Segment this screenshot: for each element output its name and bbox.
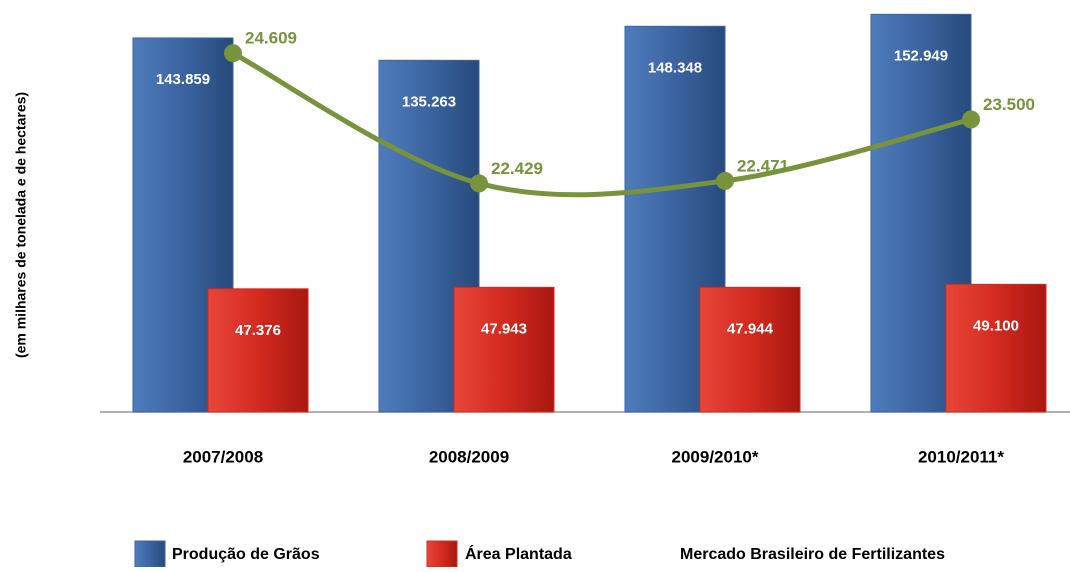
x-tick-label: 2007/2008 <box>183 447 263 466</box>
bar-value-label: 135.263 <box>402 93 456 110</box>
line-marker <box>470 174 488 193</box>
bar-value-label: 152.949 <box>894 47 948 64</box>
legend-swatch <box>134 540 166 568</box>
bar <box>453 286 555 413</box>
line <box>231 51 972 198</box>
legend-label: Produção de Grãos <box>172 546 320 563</box>
legend-swatch <box>426 540 458 568</box>
y-axis-label: (em milhares de tonelada e de hectares) <box>13 92 29 358</box>
bar-value-label: 47.944 <box>727 320 774 337</box>
line-value-label: 23.500 <box>983 95 1035 114</box>
bar-value-label: 143.859 <box>156 71 210 88</box>
bar <box>699 286 801 413</box>
line-value-label: 24.609 <box>245 29 297 48</box>
bar-value-label: 47.376 <box>235 322 281 339</box>
bar <box>207 288 309 413</box>
bar-value-label: 148.348 <box>648 59 702 76</box>
bar-value-label: 47.943 <box>481 320 527 337</box>
line-marker <box>716 171 734 190</box>
bar <box>945 283 1047 413</box>
x-tick-label: 2008/2009 <box>429 447 509 466</box>
legend-label: Mercado Brasileiro de Fertilizantes <box>680 546 945 563</box>
x-tick-label: 2010/2011* <box>918 447 1004 466</box>
line-marker <box>224 44 242 63</box>
bar-value-label: 49.100 <box>973 317 1019 334</box>
x-tick-label: 2009/2010* <box>672 447 759 466</box>
legend-label: Área Plantada <box>465 544 572 563</box>
line-value-label: 22.429 <box>491 159 543 178</box>
line-marker <box>962 110 980 129</box>
line-value-label: 22.471 <box>737 156 789 175</box>
